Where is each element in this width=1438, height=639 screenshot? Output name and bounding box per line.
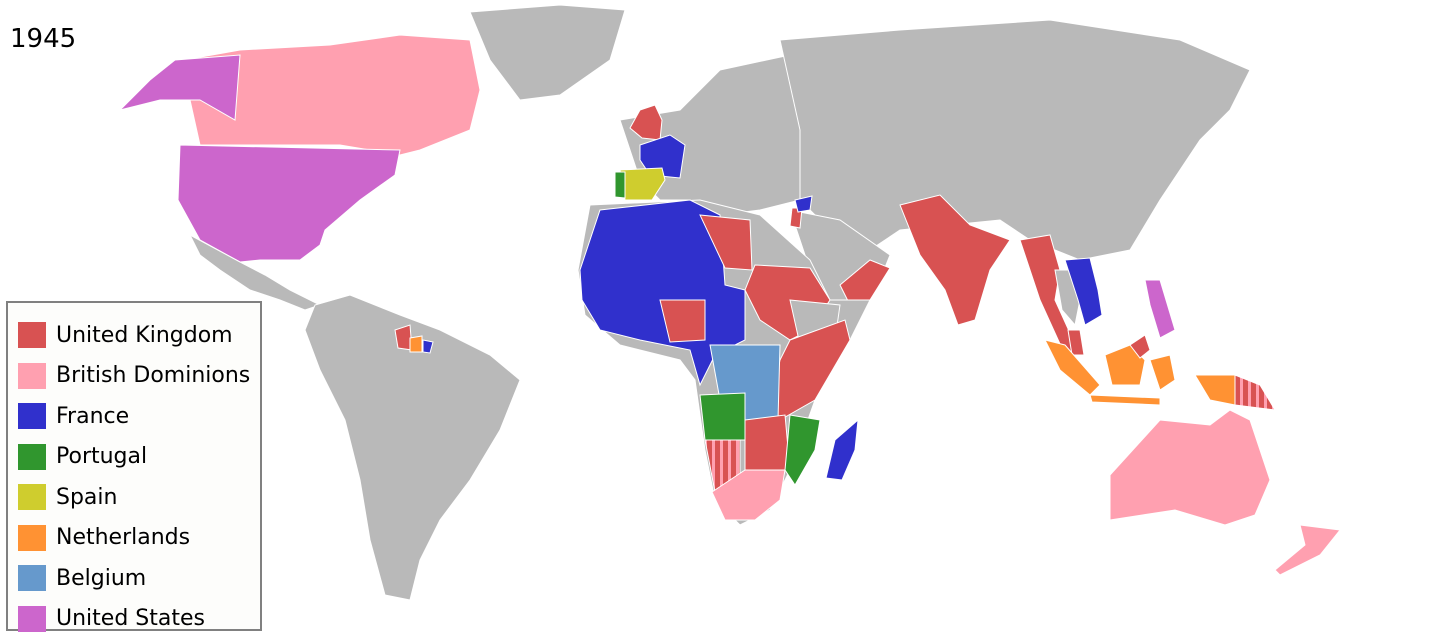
- region-portugal: [615, 172, 625, 198]
- region-rhodesia: [745, 415, 790, 470]
- legend-item-portugal: Portugal: [18, 437, 260, 478]
- region-new-guinea-nl: [1195, 375, 1235, 405]
- legend-swatch: [18, 322, 46, 348]
- legend-swatch: [18, 444, 46, 470]
- legend-swatch: [18, 363, 46, 389]
- legend-label: France: [56, 404, 129, 429]
- legend-item-united-kingdom: United Kingdom: [18, 315, 260, 356]
- legend-swatch: [18, 484, 46, 510]
- legend-swatch: [18, 606, 46, 632]
- region-guianas: [395, 325, 412, 350]
- region-australia: [1110, 410, 1270, 525]
- legend-swatch: [18, 565, 46, 591]
- legend-label: United Kingdom: [56, 323, 233, 348]
- legend-item-spain: Spain: [18, 477, 260, 518]
- region-alaska: [120, 55, 240, 120]
- region-angola: [700, 393, 745, 440]
- legend-item-france: France: [18, 396, 260, 437]
- region-greenland: [470, 5, 625, 100]
- region-new-zealand: [1275, 525, 1340, 575]
- legend-label: Netherlands: [56, 525, 190, 550]
- legend-swatch: [18, 403, 46, 429]
- region-madagascar: [826, 420, 858, 480]
- region-philippines: [1145, 280, 1175, 338]
- legend-label: United States: [56, 606, 205, 631]
- region-mozambique: [785, 415, 820, 485]
- region-java: [1090, 395, 1160, 405]
- region-dutch-guiana: [410, 336, 422, 352]
- map-legend: United Kingdom British Dominions France …: [6, 301, 262, 631]
- region-asia: [780, 20, 1250, 260]
- legend-label: Belgium: [56, 566, 146, 591]
- legend-label: Portugal: [56, 444, 147, 469]
- legend-item-united-states: United States: [18, 599, 260, 639]
- region-celebes: [1150, 355, 1175, 390]
- legend-item-british-dominions: British Dominions: [18, 356, 260, 397]
- legend-item-belgium: Belgium: [18, 558, 260, 599]
- legend-label: Spain: [56, 485, 117, 510]
- map-year-title: 1945: [10, 24, 76, 54]
- legend-swatch: [18, 525, 46, 551]
- legend-item-netherlands: Netherlands: [18, 518, 260, 559]
- region-new-guinea-uk: [1235, 375, 1275, 410]
- legend-label: British Dominions: [56, 363, 250, 388]
- region-usa: [178, 145, 400, 262]
